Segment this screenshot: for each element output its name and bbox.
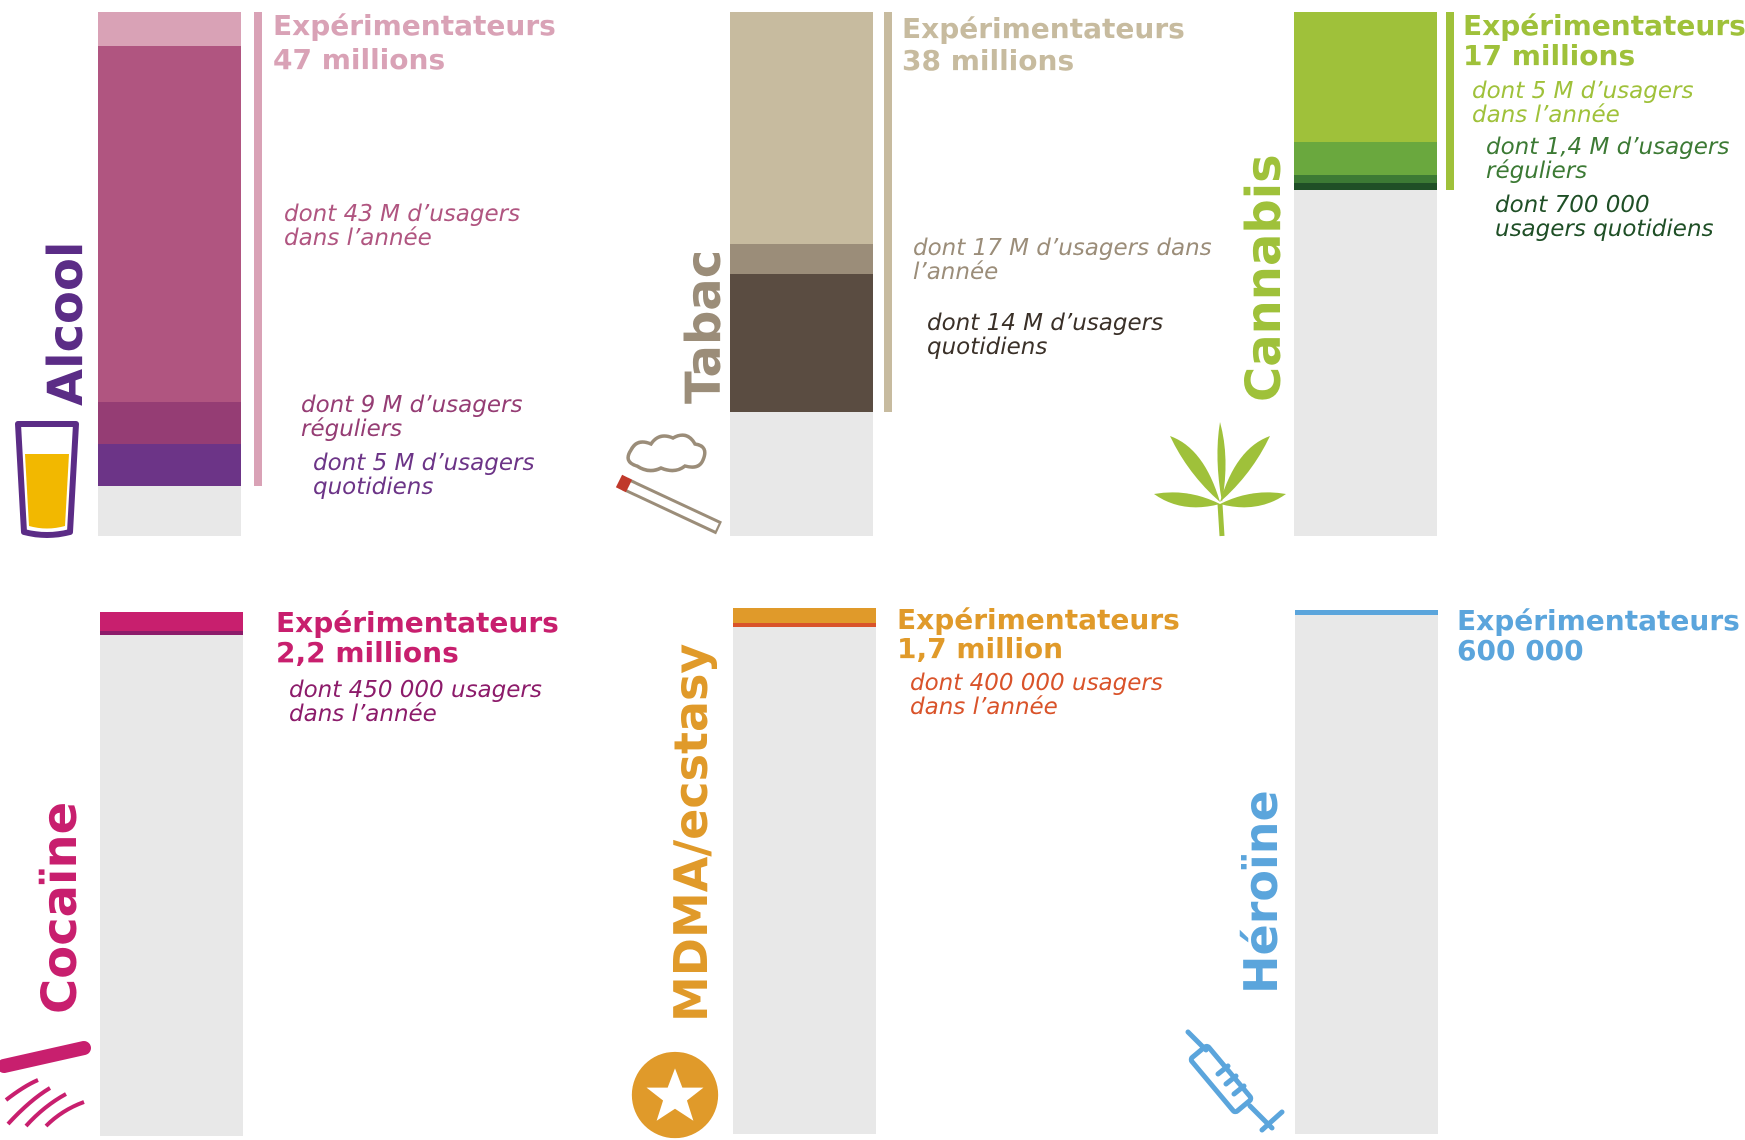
experimenters-value: 600 000 xyxy=(1457,634,1584,667)
population-bar xyxy=(100,612,243,1136)
bar-segment-experimenters xyxy=(98,12,241,46)
note-daily-users: dont 14 M d’usagers quotidiens xyxy=(927,310,1164,360)
note-regular-users: dont 9 M d’usagers réguliers xyxy=(301,392,523,442)
drug-name-label: Tabac xyxy=(676,249,732,404)
bar-segment-daily xyxy=(1294,183,1437,190)
experimenters-label: Expérimentateurs xyxy=(902,12,1185,45)
beer-glass-icon xyxy=(15,421,79,538)
population-bar xyxy=(733,608,876,1134)
bracket-line xyxy=(254,12,262,486)
bar-segment-experimenters xyxy=(1294,12,1437,142)
note-regular-users: dont 1,4 M d’usagers réguliers xyxy=(1486,134,1730,184)
note-daily-users: dont 700 000 usagers quotidiens xyxy=(1495,192,1714,242)
bar-segment-annual xyxy=(1294,142,1437,175)
note-annual-users: dont 400 000 usagers dans l’année xyxy=(910,670,1163,720)
drug-name-label: Cocaïne xyxy=(32,801,88,1014)
experimenters-value: 2,2 millions xyxy=(276,636,459,669)
drug-name-label: Alcool xyxy=(38,241,94,406)
experimenters-value: 38 millions xyxy=(902,44,1075,77)
note-annual-users: dont 5 M d’usagers dans l’année xyxy=(1472,78,1694,128)
cigarette-icon xyxy=(615,433,722,535)
experimenters-label: Expérimentateurs xyxy=(1463,9,1745,42)
bar-segment-experimenters xyxy=(733,608,876,623)
note-annual-users: dont 17 M d’usagers dans l’année xyxy=(913,235,1212,285)
bar-segment-experimenters xyxy=(100,612,243,631)
experimenters-value: 17 millions xyxy=(1463,39,1636,72)
bar-segment-regular xyxy=(1294,175,1437,183)
population-bar xyxy=(1295,610,1438,1134)
bar-segment-annual xyxy=(100,631,243,635)
ecstasy-star-icon xyxy=(631,1051,719,1139)
cannabis-leaf-icon xyxy=(1154,422,1286,537)
experimenters-label: Expérimentateurs xyxy=(273,9,556,42)
note-annual-users: dont 450 000 usagers dans l’année xyxy=(289,677,542,727)
bar-segment-daily xyxy=(730,274,873,412)
experimenters-label: Expérimentateurs xyxy=(1457,604,1740,637)
bracket-line xyxy=(1446,12,1454,190)
bar-segment-annual xyxy=(98,46,241,402)
cocaine-lines-icon xyxy=(0,1041,91,1128)
experimenters-label: Expérimentateurs xyxy=(276,606,559,639)
bar-segment-daily xyxy=(98,444,241,486)
bar-segment-experimenters xyxy=(730,12,873,244)
bar-segment-experimenters xyxy=(1295,610,1438,615)
note-daily-users: dont 5 M d’usagers quotidiens xyxy=(313,450,535,500)
drug-name-label: Héroïne xyxy=(1234,790,1288,994)
bar-segment-regular xyxy=(98,402,241,444)
bar-segment-annual xyxy=(733,623,876,627)
experimenters-value: 1,7 million xyxy=(897,632,1064,665)
drug-name-label: Cannabis xyxy=(1236,154,1292,402)
experimenters-value: 47 millions xyxy=(273,43,446,76)
experimenters-label: Expérimentateurs xyxy=(897,603,1180,636)
bracket-line xyxy=(884,12,892,412)
syringe-icon xyxy=(1185,1029,1285,1133)
note-annual-users: dont 43 M d’usagers dans l’année xyxy=(284,201,521,251)
bar-segment-annual xyxy=(730,244,873,274)
drug-name-label: MDMA/ecstasy xyxy=(664,643,718,1022)
